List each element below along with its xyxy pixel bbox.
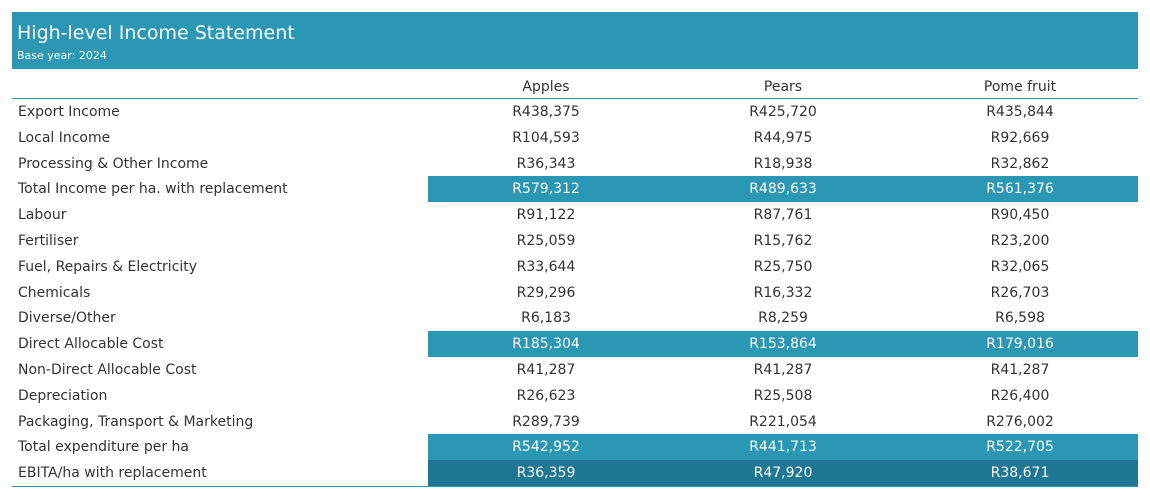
table-row: Fuel, Repairs & Electricity R33,644 R25,75… — [12, 254, 1138, 280]
row-values: R104,593 R44,975 R92,669 — [428, 125, 1138, 151]
column-header-apples: Apples — [522, 79, 570, 95]
row-values: R25,059 R15,762 R23,200 — [428, 228, 1138, 254]
row-values: R542,952 R441,713 R522,705 — [428, 434, 1138, 461]
value-cell: R18,938 — [753, 155, 813, 172]
value-cell: R289,739 — [512, 413, 580, 430]
value-cell: R87,761 — [753, 207, 813, 224]
row-label: Depreciation — [18, 387, 108, 404]
value-cell: R6,183 — [521, 310, 571, 327]
row-label: Fuel, Repairs & Electricity — [18, 258, 198, 275]
row-label: Local Income — [18, 129, 111, 146]
table-row: Export Income R438,375 R425,720 R435,844 — [12, 99, 1138, 125]
value-cell: R6,598 — [995, 310, 1045, 327]
row-label: Non-Direct Allocable Cost — [18, 361, 197, 378]
table-row: Depreciation R26,623 R25,508 R26,400 — [12, 383, 1138, 409]
value-cell: R26,623 — [516, 387, 576, 404]
value-cell: R579,312 — [512, 181, 580, 198]
row-values: R36,343 R18,938 R32,862 — [428, 151, 1138, 177]
value-cell: R104,593 — [512, 129, 580, 146]
page-title: High-level Income Statement — [17, 22, 295, 44]
row-label: Total Income per ha. with replacement — [18, 181, 288, 198]
row-label: Diverse/Other — [18, 310, 116, 327]
value-cell: R33,644 — [516, 258, 576, 275]
value-cell: R179,016 — [986, 336, 1054, 353]
value-cell: R38,671 — [990, 465, 1050, 482]
value-cell: R276,002 — [986, 413, 1054, 430]
value-cell: R8,259 — [758, 310, 808, 327]
base-year-subtitle: Base year: 2024 — [17, 49, 107, 62]
row-label: Packaging, Transport & Marketing — [18, 413, 254, 430]
value-cell: R489,633 — [749, 181, 817, 198]
row-values: R41,287 R41,287 R41,287 — [428, 357, 1138, 383]
value-cell: R425,720 — [749, 104, 817, 120]
table-row: Diverse/Other R6,183 R8,259 R6,598 — [12, 305, 1138, 331]
value-cell: R36,359 — [516, 465, 576, 482]
table-row: Chemicals R29,296 R16,332 R26,703 — [12, 280, 1138, 306]
table-row: Packaging, Transport & Marketing R289,739… — [12, 409, 1138, 435]
table-row: Fertiliser R25,059 R15,762 R23,200 — [12, 228, 1138, 254]
table-row: Labour R91,122 R87,761 R90,450 — [12, 202, 1138, 228]
row-values: R438,375 R425,720 R435,844 — [428, 99, 1138, 125]
value-cell: R221,054 — [749, 413, 817, 430]
table-row: Total Income per ha. with replacement R57… — [12, 176, 1138, 203]
row-label: EBITA/ha with replacement — [18, 465, 207, 482]
value-cell: R92,669 — [990, 129, 1050, 146]
value-cell: R91,122 — [516, 207, 576, 224]
value-cell: R438,375 — [512, 104, 580, 120]
row-label: Labour — [18, 207, 67, 224]
row-values: R29,296 R16,332 R26,703 — [428, 280, 1138, 306]
column-header-pears: Pears — [763, 79, 803, 95]
value-cell: R23,200 — [990, 232, 1050, 249]
value-cell: R153,864 — [749, 336, 817, 353]
table-row: EBITA/ha with replacement R36,359 R47,920 R… — [12, 460, 1138, 487]
row-label: Export Income — [18, 104, 120, 120]
row-values: R91,122 R87,761 R90,450 — [428, 202, 1138, 228]
value-cell: R25,750 — [753, 258, 813, 275]
row-label: Direct Allocable Cost — [18, 336, 164, 353]
value-cell: R26,400 — [990, 387, 1050, 404]
value-cell: R32,862 — [990, 155, 1050, 172]
table-row: Direct Allocable Cost R185,304 R153,864 R17… — [12, 331, 1138, 357]
value-cell: R90,450 — [990, 207, 1050, 224]
column-headers: Apples Pears Pome fruit — [12, 76, 1138, 99]
value-cell: R44,975 — [753, 129, 813, 146]
value-cell: R47,920 — [753, 465, 813, 482]
row-values: R289,739 R221,054 R276,002 — [428, 409, 1138, 435]
value-cell: R41,287 — [516, 361, 576, 378]
value-cell: R29,296 — [516, 284, 576, 301]
value-cell: R522,705 — [986, 439, 1054, 456]
value-cell: R41,287 — [990, 361, 1050, 378]
income-statement-table: Export Income R438,375 R425,720 R435,844 Loc… — [12, 99, 1138, 487]
value-cell: R561,376 — [986, 181, 1054, 198]
table-row: Non-Direct Allocable Cost R41,287 R41,287 R… — [12, 357, 1138, 383]
table-row: Total expenditure per ha R542,952 R441,713… — [12, 434, 1138, 461]
value-cell: R15,762 — [753, 232, 813, 249]
dashboard-header: High-level Income Statement Base year: 2… — [12, 12, 1138, 69]
row-values: R26,623 R25,508 R26,400 — [428, 383, 1138, 409]
column-header-pome-fruit: Pome fruit — [983, 79, 1057, 95]
row-values: R36,359 R47,920 R38,671 — [428, 460, 1138, 486]
value-cell: R26,703 — [990, 284, 1050, 301]
value-cell: R32,065 — [990, 258, 1050, 275]
table-row: Processing & Other Income R36,343 R18,938 R… — [12, 151, 1138, 177]
row-values: R6,183 R8,259 R6,598 — [428, 305, 1138, 331]
value-cell: R36,343 — [516, 155, 576, 172]
value-cell: R435,844 — [986, 104, 1054, 120]
row-values: R185,304 R153,864 R179,016 — [428, 331, 1138, 357]
value-cell: R16,332 — [753, 284, 813, 301]
row-label: Total expenditure per ha — [18, 439, 189, 456]
row-label: Chemicals — [18, 284, 91, 301]
value-cell: R542,952 — [512, 439, 580, 456]
row-label: Processing & Other Income — [18, 155, 209, 172]
value-cell: R41,287 — [753, 361, 813, 378]
value-cell: R25,508 — [753, 387, 813, 404]
row-values: R579,312 R489,633 R561,376 — [428, 176, 1138, 203]
value-cell: R185,304 — [512, 336, 580, 353]
value-cell: R441,713 — [749, 439, 817, 456]
value-cell: R25,059 — [516, 232, 576, 249]
table-row: Local Income R104,593 R44,975 R92,669 — [12, 125, 1138, 151]
row-values: R33,644 R25,750 R32,065 — [428, 254, 1138, 280]
row-label: Fertiliser — [18, 232, 79, 249]
